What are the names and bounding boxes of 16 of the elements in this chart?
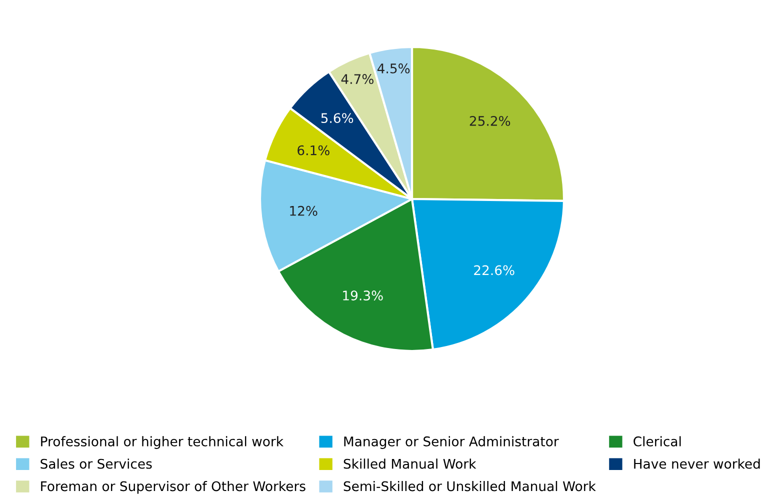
data-label: 22.6% — [474, 265, 514, 276]
legend-label: Clerical — [634, 436, 681, 446]
data-label: 4.7% — [341, 74, 374, 84]
data-label: 5.6% — [321, 113, 354, 124]
data-label: 25.2% — [470, 116, 510, 126]
legend-label: Semi-Skilled or Unskilled Manual Work — [344, 480, 596, 492]
data-label: 12% — [290, 206, 318, 216]
legend-label: Have never worked — [634, 458, 760, 469]
data-label: 19.3% — [343, 290, 383, 300]
legend-label: Foreman or Supervisor of Other Workers — [41, 480, 306, 494]
legend-label: Manager or Senior Administrator — [344, 436, 559, 449]
data-label: 6.1% — [298, 145, 330, 156]
legend-label: Skilled Manual Work — [344, 458, 476, 469]
legend-label: Sales or Services — [40, 458, 152, 469]
legend-label: Professional or higher technical work — [41, 436, 284, 449]
data-label: 4.5% — [377, 63, 410, 74]
